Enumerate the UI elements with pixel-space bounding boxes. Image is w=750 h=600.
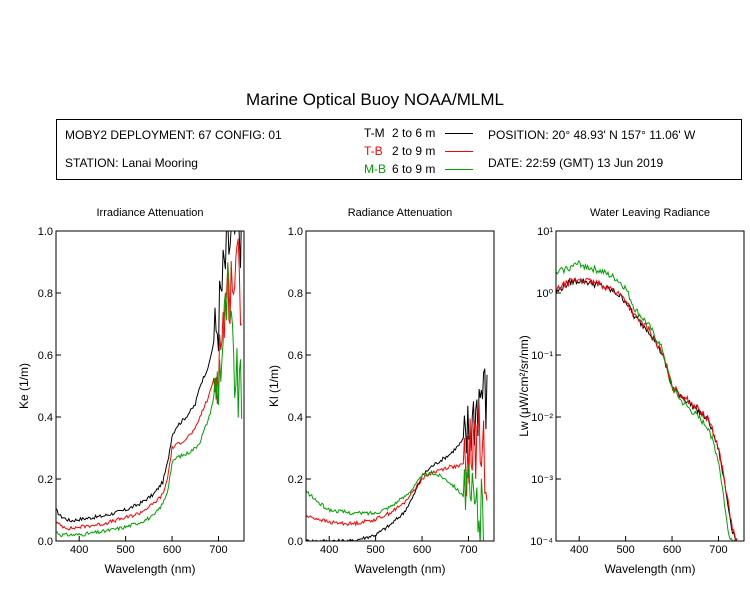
y-axis-label: Kl (1/m) — [267, 365, 281, 407]
x-tick-label: 700 — [709, 544, 727, 556]
series-line-m-b — [56, 262, 243, 538]
y-axis-label: Lw (μW/cm²/sr/nm) — [517, 335, 531, 437]
info-box: MOBY2 DEPLOYMENT: 67 CONFIG: 01 STATION:… — [56, 119, 742, 180]
position-text: POSITION: 20° 48.93' N 157° 11.06' W — [488, 128, 696, 142]
plot-frame — [55, 230, 245, 542]
panel-title: Radiance Attenuation — [348, 207, 453, 219]
legend-line-mb — [445, 169, 473, 170]
x-tick-label: 400 — [570, 544, 588, 556]
plot-frame — [305, 230, 495, 542]
chart-panel-1: 400 500 600 700 0.0 0.2 0.4 0.6 0.8 1.0 Irradiance… — [17, 207, 245, 576]
series-line-t-b — [306, 402, 488, 527]
legend-line-tm — [445, 133, 473, 134]
plot-frame — [555, 230, 745, 542]
series-line-t-m — [56, 231, 242, 523]
series-line-t-m — [306, 368, 488, 541]
legend-label-tb: T-B — [364, 144, 383, 158]
legend-range-tm: 2 to 6 m — [392, 126, 436, 140]
series-line-t-b — [556, 277, 738, 541]
y-tick-label: 0.0 — [288, 536, 303, 548]
x-axis-label: Wavelength (nm) — [105, 562, 196, 576]
chart-title: Marine Optical Buoy NOAA/MLML — [246, 90, 504, 109]
panel-title: Irradiance Attenuation — [96, 207, 203, 219]
y-tick-label: 0.6 — [38, 350, 53, 362]
y-tick-label: 0.8 — [288, 288, 303, 300]
y-tick-label: 0.4 — [38, 412, 53, 424]
x-tick-label: 600 — [413, 544, 431, 556]
series-line-t-b — [56, 238, 242, 531]
y-tick-label: 10⁻⁴ — [530, 536, 553, 548]
x-tick-label: 500 — [616, 544, 634, 556]
y-tick-label: 10¹ — [537, 226, 553, 238]
x-tick-label: 400 — [70, 544, 88, 556]
y-tick-label: 0.2 — [288, 474, 303, 486]
x-tick-label: 500 — [366, 544, 384, 556]
x-tick-label: 400 — [320, 544, 338, 556]
chart-panel-2: 400 500 600 700 0.0 0.2 0.4 0.6 0.8 1.0 Radiance A… — [267, 207, 495, 576]
x-tick-label: 500 — [116, 544, 134, 556]
y-tick-label: 0.0 — [38, 536, 53, 548]
y-tick-label: 10⁻¹ — [531, 350, 553, 362]
x-tick-label: 600 — [163, 544, 181, 556]
y-tick-label: 0.4 — [288, 412, 303, 424]
chart-panel-3: 400 500 600 700 10⁻⁴ 10⁻³ 10⁻² 10⁻¹ 10⁰ 10¹ Water … — [517, 207, 745, 576]
series-line-t-m — [556, 277, 738, 541]
y-tick-label: 0.6 — [288, 350, 303, 362]
x-tick-label: 600 — [663, 544, 681, 556]
x-tick-label: 700 — [209, 544, 227, 556]
y-tick-label: 1.0 — [38, 226, 53, 238]
date-text: DATE: 22:59 (GMT) 13 Jun 2019 — [488, 156, 664, 170]
y-tick-label: 0.2 — [38, 474, 53, 486]
legend-label-tm: T-M — [364, 126, 385, 140]
legend-line-tb — [445, 151, 473, 152]
x-axis-label: Wavelength (nm) — [605, 562, 696, 576]
x-axis-label: Wavelength (nm) — [355, 562, 446, 576]
deployment-text: MOBY2 DEPLOYMENT: 67 CONFIG: 01 — [65, 128, 282, 142]
legend-label-mb: M-B — [364, 162, 386, 176]
y-tick-label: 1.0 — [288, 226, 303, 238]
station-text: STATION: Lanai Mooring — [65, 156, 198, 170]
y-tick-label: 10⁻² — [531, 412, 553, 424]
panel-title: Water Leaving Radiance — [590, 207, 710, 219]
y-axis-label: Ke (1/m) — [17, 363, 31, 409]
y-tick-label: 0.8 — [38, 288, 53, 300]
series-line-m-b — [306, 463, 484, 541]
legend-range-tb: 2 to 9 m — [392, 144, 436, 158]
y-tick-label: 10⁰ — [536, 288, 553, 300]
x-tick-label: 700 — [459, 544, 477, 556]
legend-range-mb: 6 to 9 m — [392, 162, 436, 176]
y-tick-label: 10⁻³ — [531, 474, 553, 486]
series-line-m-b — [556, 260, 737, 541]
